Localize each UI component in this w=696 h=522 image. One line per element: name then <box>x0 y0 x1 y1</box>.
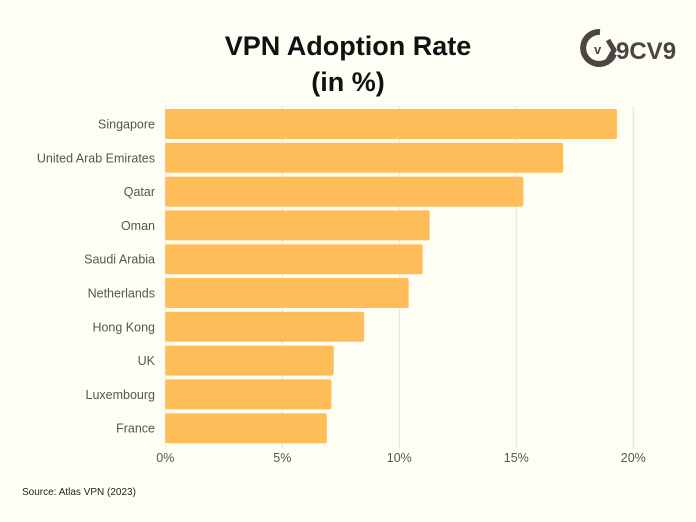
9cv9-logo: v 9CV9 <box>580 29 676 67</box>
bar <box>165 345 334 376</box>
category-label: Oman <box>121 219 155 233</box>
bar <box>165 278 409 308</box>
x-tick-label: 20% <box>621 451 646 465</box>
bar <box>165 176 524 207</box>
x-tick-label: 15% <box>504 451 529 465</box>
category-label: Saudi Arabia <box>84 253 155 267</box>
bar <box>165 109 617 139</box>
bar <box>165 142 564 173</box>
source-note: Source: Atlas VPN (2023) <box>22 487 136 498</box>
chart-title: VPN Adoption Rate (in %) <box>0 28 696 100</box>
svg-text:9CV9: 9CV9 <box>616 38 676 65</box>
bar <box>165 311 365 342</box>
category-label: Netherlands <box>88 287 155 301</box>
bar <box>165 379 332 410</box>
category-label: Qatar <box>124 185 155 199</box>
bar <box>165 210 430 241</box>
category-label: Hong Kong <box>92 320 155 334</box>
category-label: UK <box>138 354 156 368</box>
x-tick-label: 5% <box>273 451 291 465</box>
bar <box>165 244 423 275</box>
x-tick-label: 0% <box>156 451 174 465</box>
bar <box>165 413 327 444</box>
category-label: Singapore <box>98 118 155 132</box>
x-tick-label: 10% <box>387 451 412 465</box>
title-line-1: VPN Adoption Rate <box>224 31 472 61</box>
category-label: United Arab Emirates <box>37 151 155 165</box>
category-label: Luxembourg <box>86 388 156 402</box>
svg-text:v: v <box>594 42 602 57</box>
category-label: France <box>116 422 155 436</box>
title-line-2: (in %) <box>311 67 385 97</box>
